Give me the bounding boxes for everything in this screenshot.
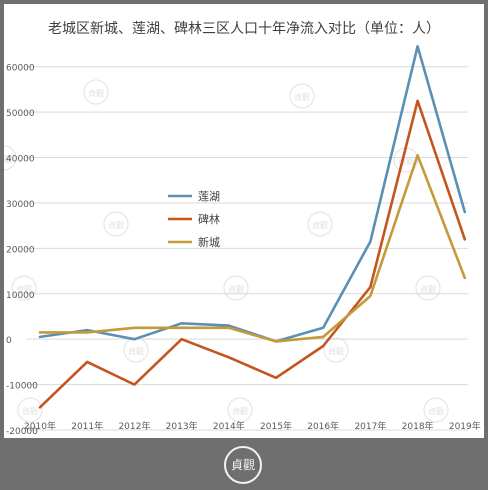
x-tick-label: 2014年 bbox=[213, 420, 245, 432]
y-tick-label: 0 bbox=[6, 336, 12, 346]
watermark-text: 貞觀 bbox=[108, 220, 124, 230]
y-tick-label: 60000 bbox=[6, 64, 35, 74]
x-tick-label: 2019年 bbox=[449, 420, 481, 432]
watermark-text: 貞觀 bbox=[22, 406, 38, 416]
watermark-text: 貞觀 bbox=[328, 346, 344, 356]
line-chart: 貞觀貞觀貞觀貞觀貞觀貞觀貞觀貞觀貞觀貞觀貞觀貞觀貞觀貞觀-20000-10000… bbox=[4, 44, 481, 437]
watermark-stamp bbox=[83, 79, 109, 105]
x-tick-label: 2012年 bbox=[118, 420, 150, 432]
watermark-text: 貞觀 bbox=[4, 154, 12, 164]
y-tick-label: 30000 bbox=[6, 200, 35, 210]
legend-label: 新城 bbox=[198, 235, 220, 249]
y-tick-label: 40000 bbox=[6, 155, 35, 165]
footer-logo-text: 貞觀 bbox=[230, 457, 255, 472]
watermark-stamp bbox=[223, 275, 249, 301]
watermark-text: 貞觀 bbox=[398, 156, 414, 166]
x-tick-label: 2016年 bbox=[307, 420, 339, 432]
y-tick-label: 20000 bbox=[6, 245, 35, 255]
watermark-stamp bbox=[11, 275, 37, 301]
x-tick-label: 2017年 bbox=[354, 420, 386, 432]
legend-label: 莲湖 bbox=[198, 190, 220, 203]
watermark-stamp bbox=[423, 397, 449, 423]
x-tick-label: 2018年 bbox=[402, 420, 434, 432]
watermark-stamp bbox=[103, 211, 129, 237]
watermark-stamp bbox=[323, 337, 349, 363]
y-tick-label: 50000 bbox=[6, 109, 35, 119]
x-tick-label: 2015年 bbox=[260, 420, 292, 432]
watermark-stamp bbox=[4, 145, 17, 171]
watermark-text: 貞觀 bbox=[88, 88, 104, 98]
watermark-stamp bbox=[227, 397, 253, 423]
watermark-text: 貞觀 bbox=[16, 284, 32, 294]
series-line bbox=[38, 154, 467, 343]
watermark-text: 貞觀 bbox=[228, 284, 244, 294]
watermark-text: 貞觀 bbox=[312, 220, 328, 230]
chart-panel: 老城区新城、莲湖、碑林三区人口十年净流入对比（单位：人） 貞觀貞觀貞觀貞觀貞觀貞… bbox=[4, 4, 484, 438]
watermark-text: 貞觀 bbox=[420, 284, 436, 294]
footer-logo: 貞觀 bbox=[224, 446, 262, 484]
y-tick-label: -10000 bbox=[6, 382, 38, 392]
watermark-text: 貞觀 bbox=[232, 406, 248, 416]
watermark-stamp bbox=[415, 275, 441, 301]
y-tick-label: 10000 bbox=[6, 291, 35, 301]
series-line bbox=[38, 99, 467, 409]
x-tick-label: 2010年 bbox=[24, 420, 56, 432]
legend-label: 碑林 bbox=[198, 212, 220, 226]
x-tick-label: 2013年 bbox=[166, 420, 198, 432]
watermark-stamp bbox=[307, 211, 333, 237]
watermark-text: 貞觀 bbox=[128, 346, 144, 356]
watermark-text: 貞觀 bbox=[294, 92, 310, 102]
chart-title: 老城区新城、莲湖、碑林三区人口十年净流入对比（单位：人） bbox=[48, 21, 440, 37]
y-tick-label: -20000 bbox=[6, 427, 38, 437]
x-tick-label: 2011年 bbox=[71, 420, 103, 432]
watermark-text: 貞觀 bbox=[428, 406, 444, 416]
watermark-stamp bbox=[17, 397, 43, 423]
watermark-stamp bbox=[289, 83, 315, 109]
